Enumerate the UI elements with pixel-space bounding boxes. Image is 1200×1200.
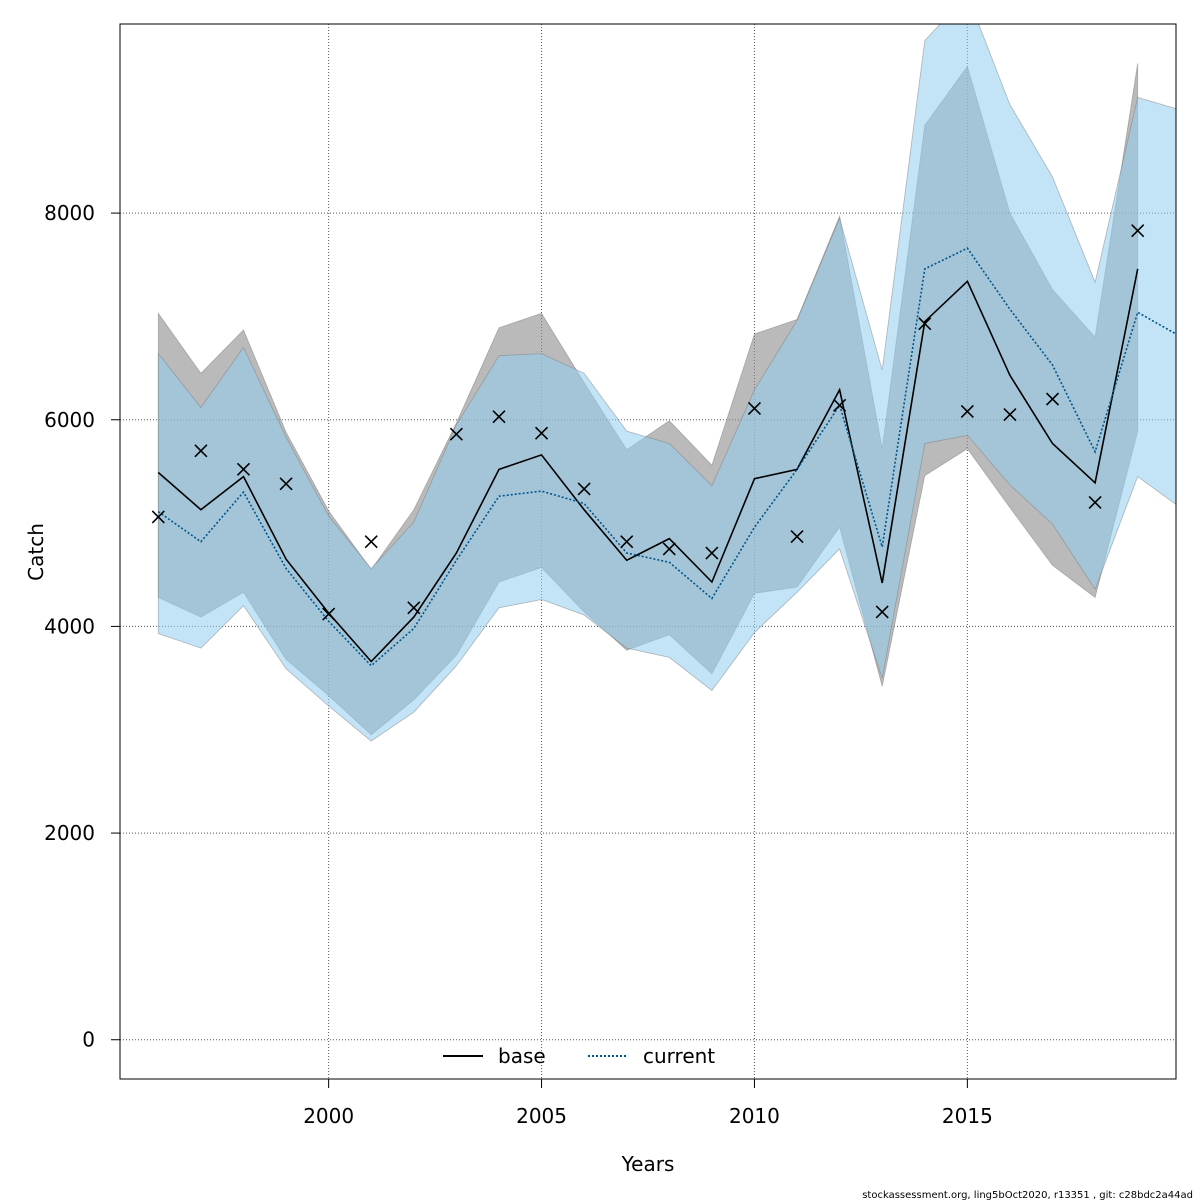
observed-point xyxy=(322,607,336,621)
legend-item-current: current xyxy=(588,1044,715,1068)
plot-frame xyxy=(119,23,1177,1080)
observed-point xyxy=(790,529,804,544)
observed-point xyxy=(151,510,165,524)
observed-point xyxy=(1131,224,1145,238)
y-tick-label: 8000 xyxy=(44,201,95,225)
series-line-current xyxy=(157,247,1176,667)
y-tick-label: 0 xyxy=(82,1028,95,1052)
observed-point xyxy=(918,317,932,331)
observed-point xyxy=(364,535,378,549)
legend-label: current xyxy=(643,1044,715,1068)
y-axis: 0 2000 4000 6000 8000 xyxy=(44,201,120,1052)
observed-points xyxy=(151,224,1145,621)
confidence-bands xyxy=(157,24,1176,742)
series-lines xyxy=(157,247,1176,667)
y-tick-label: 4000 xyxy=(44,614,95,638)
y-tick-label: 6000 xyxy=(44,408,95,432)
y-axis-title: Catch xyxy=(24,523,48,581)
observed-point xyxy=(194,444,208,458)
legend-item-base: base xyxy=(443,1044,546,1068)
x-tick-label: 2010 xyxy=(729,1104,780,1128)
grid-lines xyxy=(120,24,1176,1079)
observed-point xyxy=(705,546,719,560)
x-axis: 2000 2005 2010 2015 xyxy=(303,1079,993,1128)
observed-point xyxy=(662,542,676,556)
observed-point xyxy=(279,477,293,491)
observed-point xyxy=(449,427,463,441)
x-tick-label: 2015 xyxy=(942,1104,993,1128)
series-line-base xyxy=(157,268,1139,663)
legend-label: base xyxy=(498,1044,546,1068)
observed-point xyxy=(960,404,974,419)
observed-point xyxy=(1045,392,1060,406)
observed-point xyxy=(1003,408,1017,422)
observed-point xyxy=(577,482,591,496)
x-tick-label: 2005 xyxy=(516,1104,567,1128)
y-tick-label: 2000 xyxy=(44,821,95,845)
footer-note: stockassessment.org, ling5bOct2020, r133… xyxy=(862,1190,1193,1200)
observed-point xyxy=(407,601,421,615)
observed-point xyxy=(492,410,506,424)
confidence-band-current xyxy=(157,24,1176,742)
legend: base current xyxy=(443,1044,715,1068)
observed-point xyxy=(747,401,762,415)
observed-point xyxy=(534,426,549,440)
observed-point xyxy=(236,462,251,476)
observed-point xyxy=(1088,495,1102,509)
x-tick-label: 2000 xyxy=(303,1104,354,1128)
x-axis-title: Years xyxy=(621,1152,675,1176)
observed-point xyxy=(833,398,847,412)
observed-point xyxy=(875,605,889,619)
observed-point xyxy=(620,535,634,549)
